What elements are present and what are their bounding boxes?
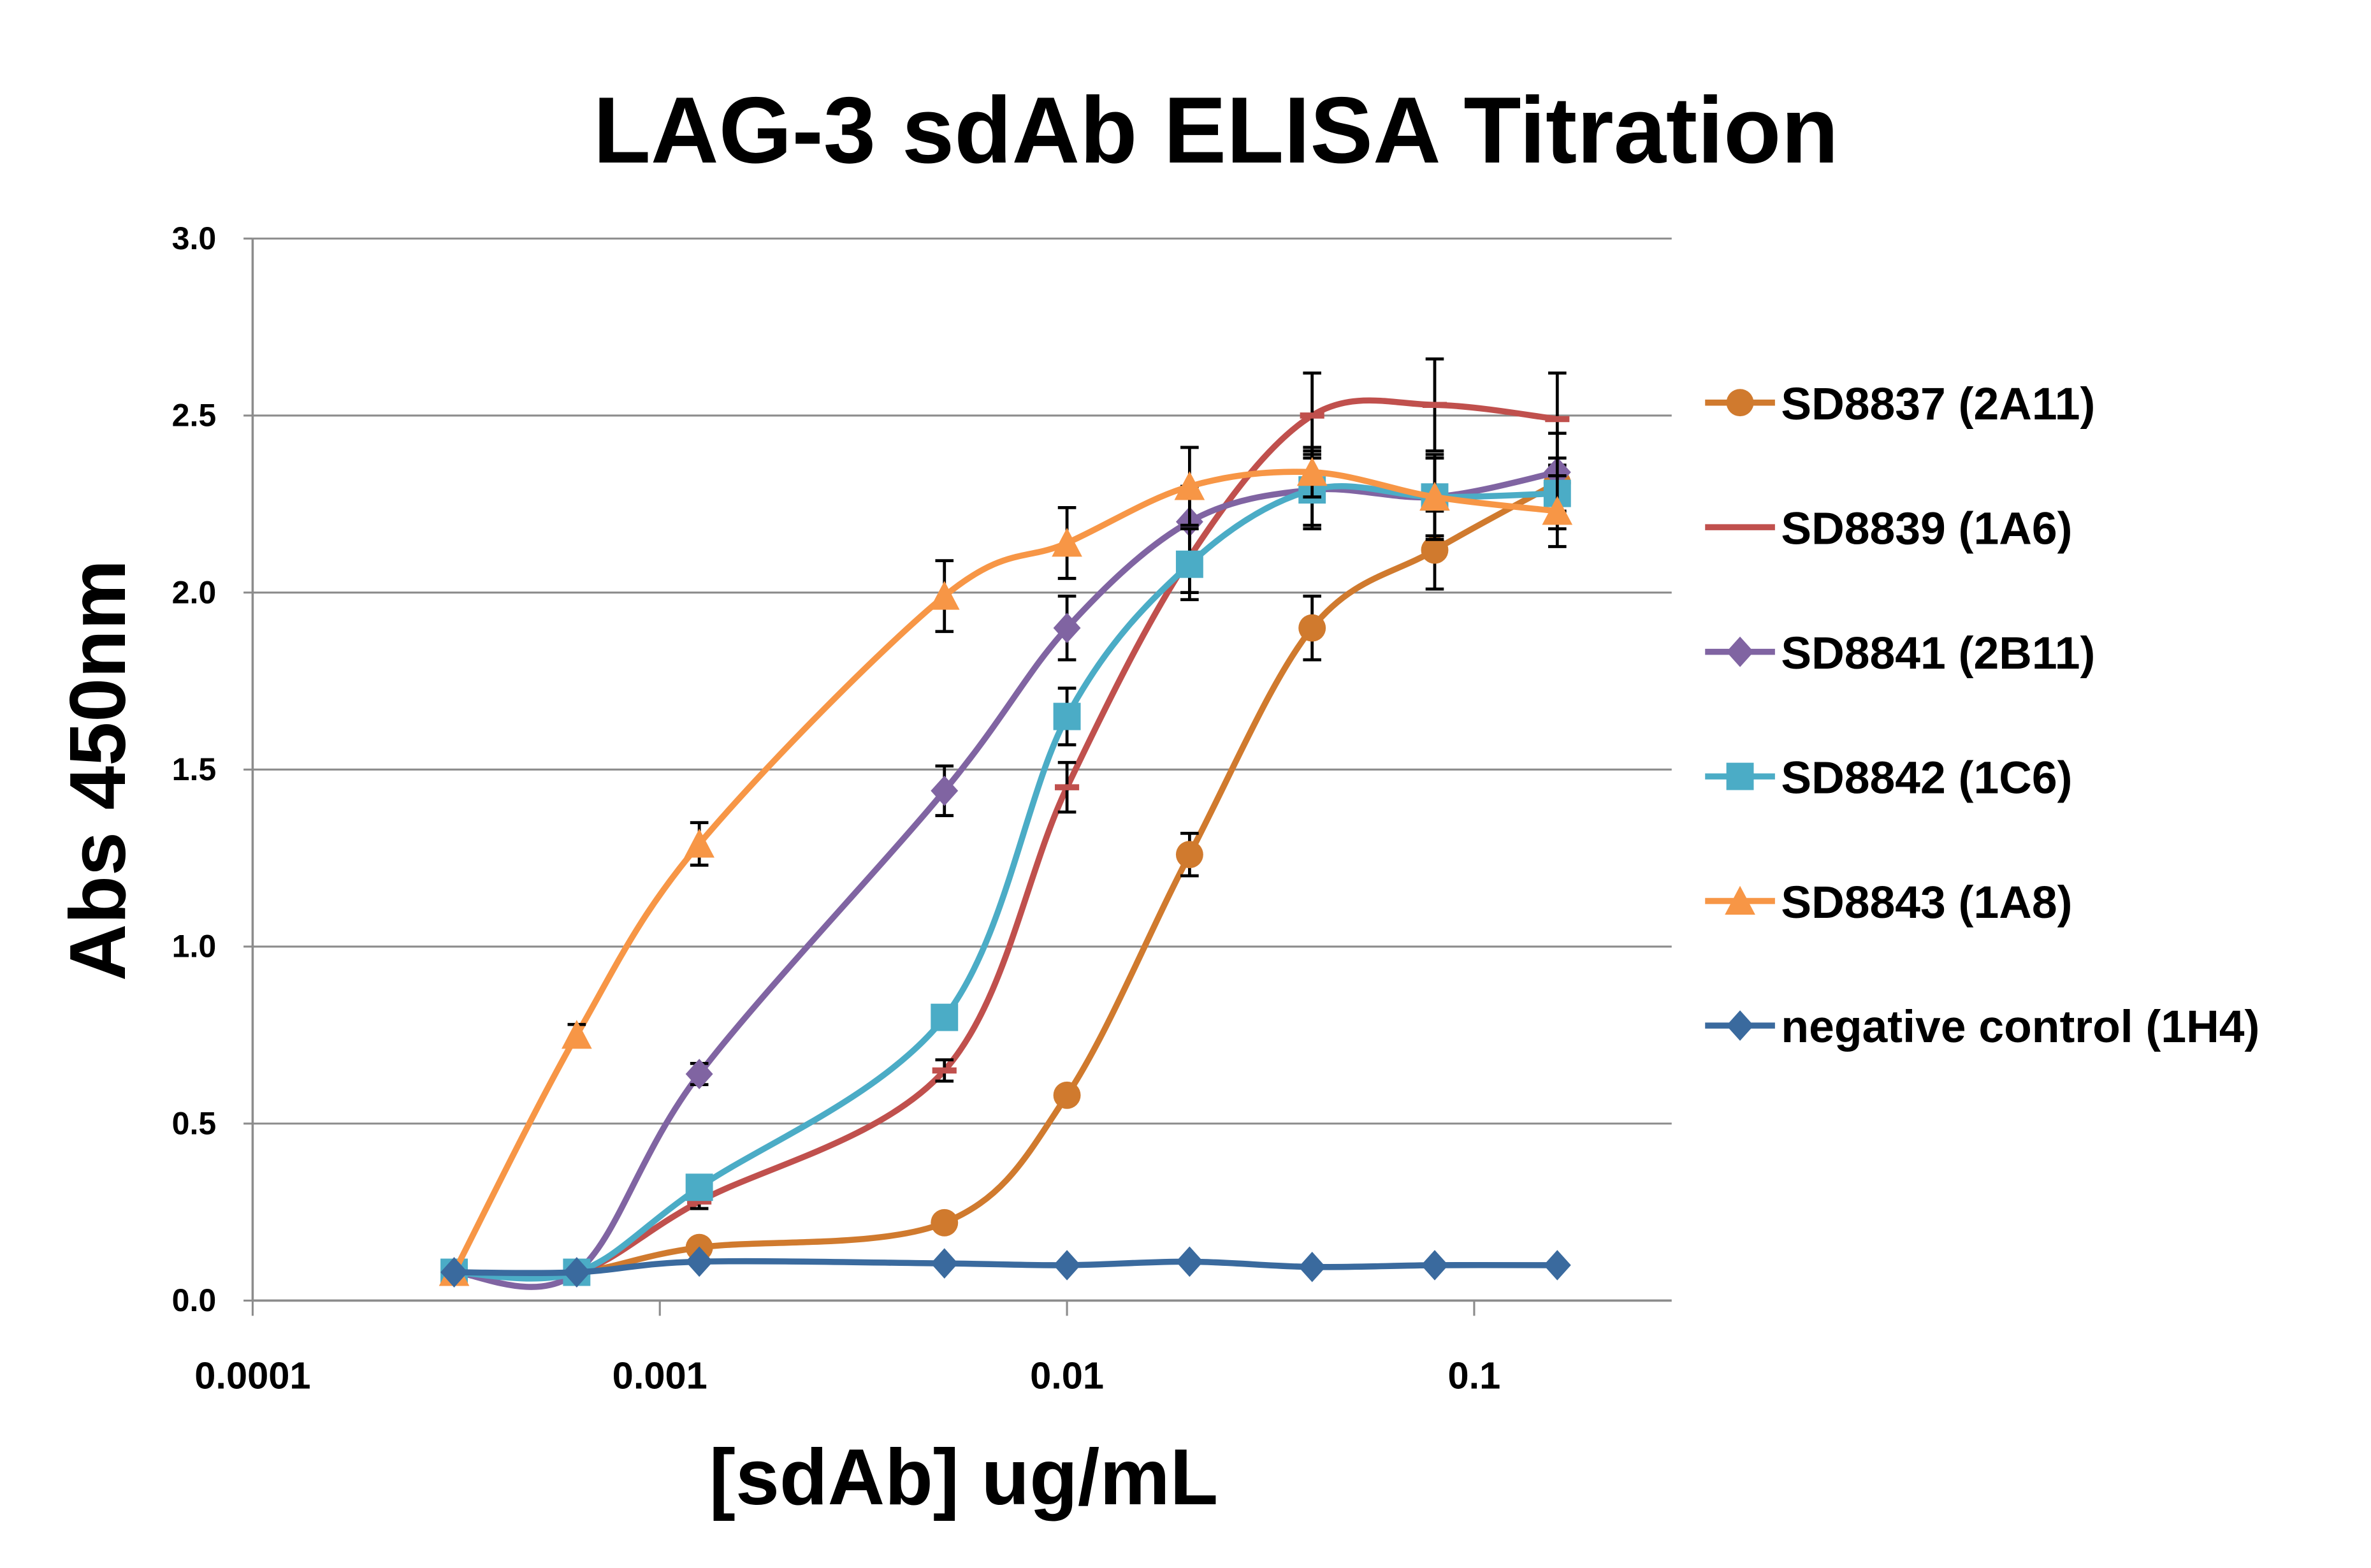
marker-circle [1175, 841, 1203, 869]
marker-diamond [1421, 1250, 1449, 1281]
marker-triangle [1419, 481, 1450, 511]
marker-triangle [1174, 471, 1205, 500]
legend: SD8837 (2A11) SD8839 (1A6) SD8841 (2B11) SD… [1705, 379, 2259, 1052]
marker-diamond [931, 775, 959, 806]
marker-triangle [1296, 456, 1328, 486]
x-axis-label: [sdAb] ug/mL [709, 1434, 1219, 1521]
series-3 [440, 449, 1571, 1286]
legend-item: SD8837 (2A11) [1705, 379, 2095, 430]
series-line [451, 479, 1561, 1277]
y-axis-label: Abs 450nm [54, 560, 142, 981]
marker-circle [1726, 389, 1754, 417]
legend-label: SD8843 (1A8) [1781, 877, 2072, 928]
y-tick-label: 1.5 [172, 751, 217, 787]
x-tick-label: 0.1 [1447, 1354, 1500, 1397]
x-tick-labels: 0.0001 0.001 0.01 0.1 [194, 1354, 1500, 1397]
legend-label: SD8841 (2B11) [1781, 628, 2095, 679]
series-line [451, 468, 1561, 1275]
marker-diamond [1298, 1251, 1326, 1282]
marker-square [1053, 702, 1081, 730]
series-group [439, 357, 1573, 1290]
y-tick-label: 0.0 [172, 1282, 217, 1318]
series-line [451, 483, 1561, 1282]
marker-diamond [563, 1257, 591, 1288]
legend-label: SD8839 (1A6) [1781, 503, 2072, 554]
marker-diamond [440, 1257, 468, 1288]
legend-item: SD8843 (1A8) [1705, 877, 2072, 928]
marker-circle [931, 1209, 959, 1237]
y-tick-label: 2.0 [172, 574, 217, 610]
marker-diamond [1543, 1250, 1571, 1281]
axes [243, 237, 1672, 1316]
y-tick-label: 3.0 [172, 221, 217, 256]
marker-square [685, 1173, 713, 1201]
marker-triangle [1542, 496, 1573, 525]
marker-square [1726, 762, 1754, 790]
marker-triangle [1725, 885, 1755, 915]
legend-label: negative control (1H4) [1781, 1001, 2259, 1052]
marker-circle [1298, 614, 1326, 642]
marker-diamond [1726, 636, 1754, 667]
marker-triangle [929, 581, 960, 610]
y-tick-label: 0.5 [172, 1105, 217, 1141]
marker-square [1175, 550, 1203, 578]
series-line [451, 469, 1561, 1290]
marker-circle [1421, 536, 1449, 564]
x-tick-label: 0.01 [1030, 1354, 1104, 1397]
marker-diamond [931, 1248, 959, 1279]
legend-item: negative control (1H4) [1705, 1001, 2259, 1052]
legend-label: SD8842 (1C6) [1781, 752, 2072, 803]
legend-item: SD8839 (1A6) [1705, 503, 2072, 554]
marker-circle [1053, 1081, 1081, 1109]
legend-item: SD8842 (1C6) [1705, 752, 2072, 803]
marker-triangle [684, 829, 714, 858]
marker-triangle [561, 1020, 592, 1049]
marker-triangle [1052, 528, 1082, 557]
y-tick-label: 1.0 [172, 929, 217, 964]
series-line [451, 1258, 1561, 1277]
y-tick-labels: 0.0 0.5 1.0 1.5 2.0 2.5 3.0 [172, 221, 217, 1318]
legend-label: SD8837 (2A11) [1781, 379, 2095, 430]
series-4 [439, 446, 1573, 1286]
marker-diamond [1726, 1010, 1754, 1041]
y-tick-label: 2.5 [172, 398, 217, 433]
marker-diamond [1053, 1250, 1081, 1281]
series-line [451, 397, 1561, 1281]
x-tick-label: 0.0001 [194, 1354, 310, 1397]
marker-diamond [1175, 1246, 1203, 1277]
legend-item: SD8841 (2B11) [1705, 628, 2095, 679]
chart-title: LAG-3 sdAb ELISA Titration [593, 78, 1839, 183]
x-tick-label: 0.001 [613, 1354, 707, 1397]
marker-square [931, 1003, 959, 1031]
